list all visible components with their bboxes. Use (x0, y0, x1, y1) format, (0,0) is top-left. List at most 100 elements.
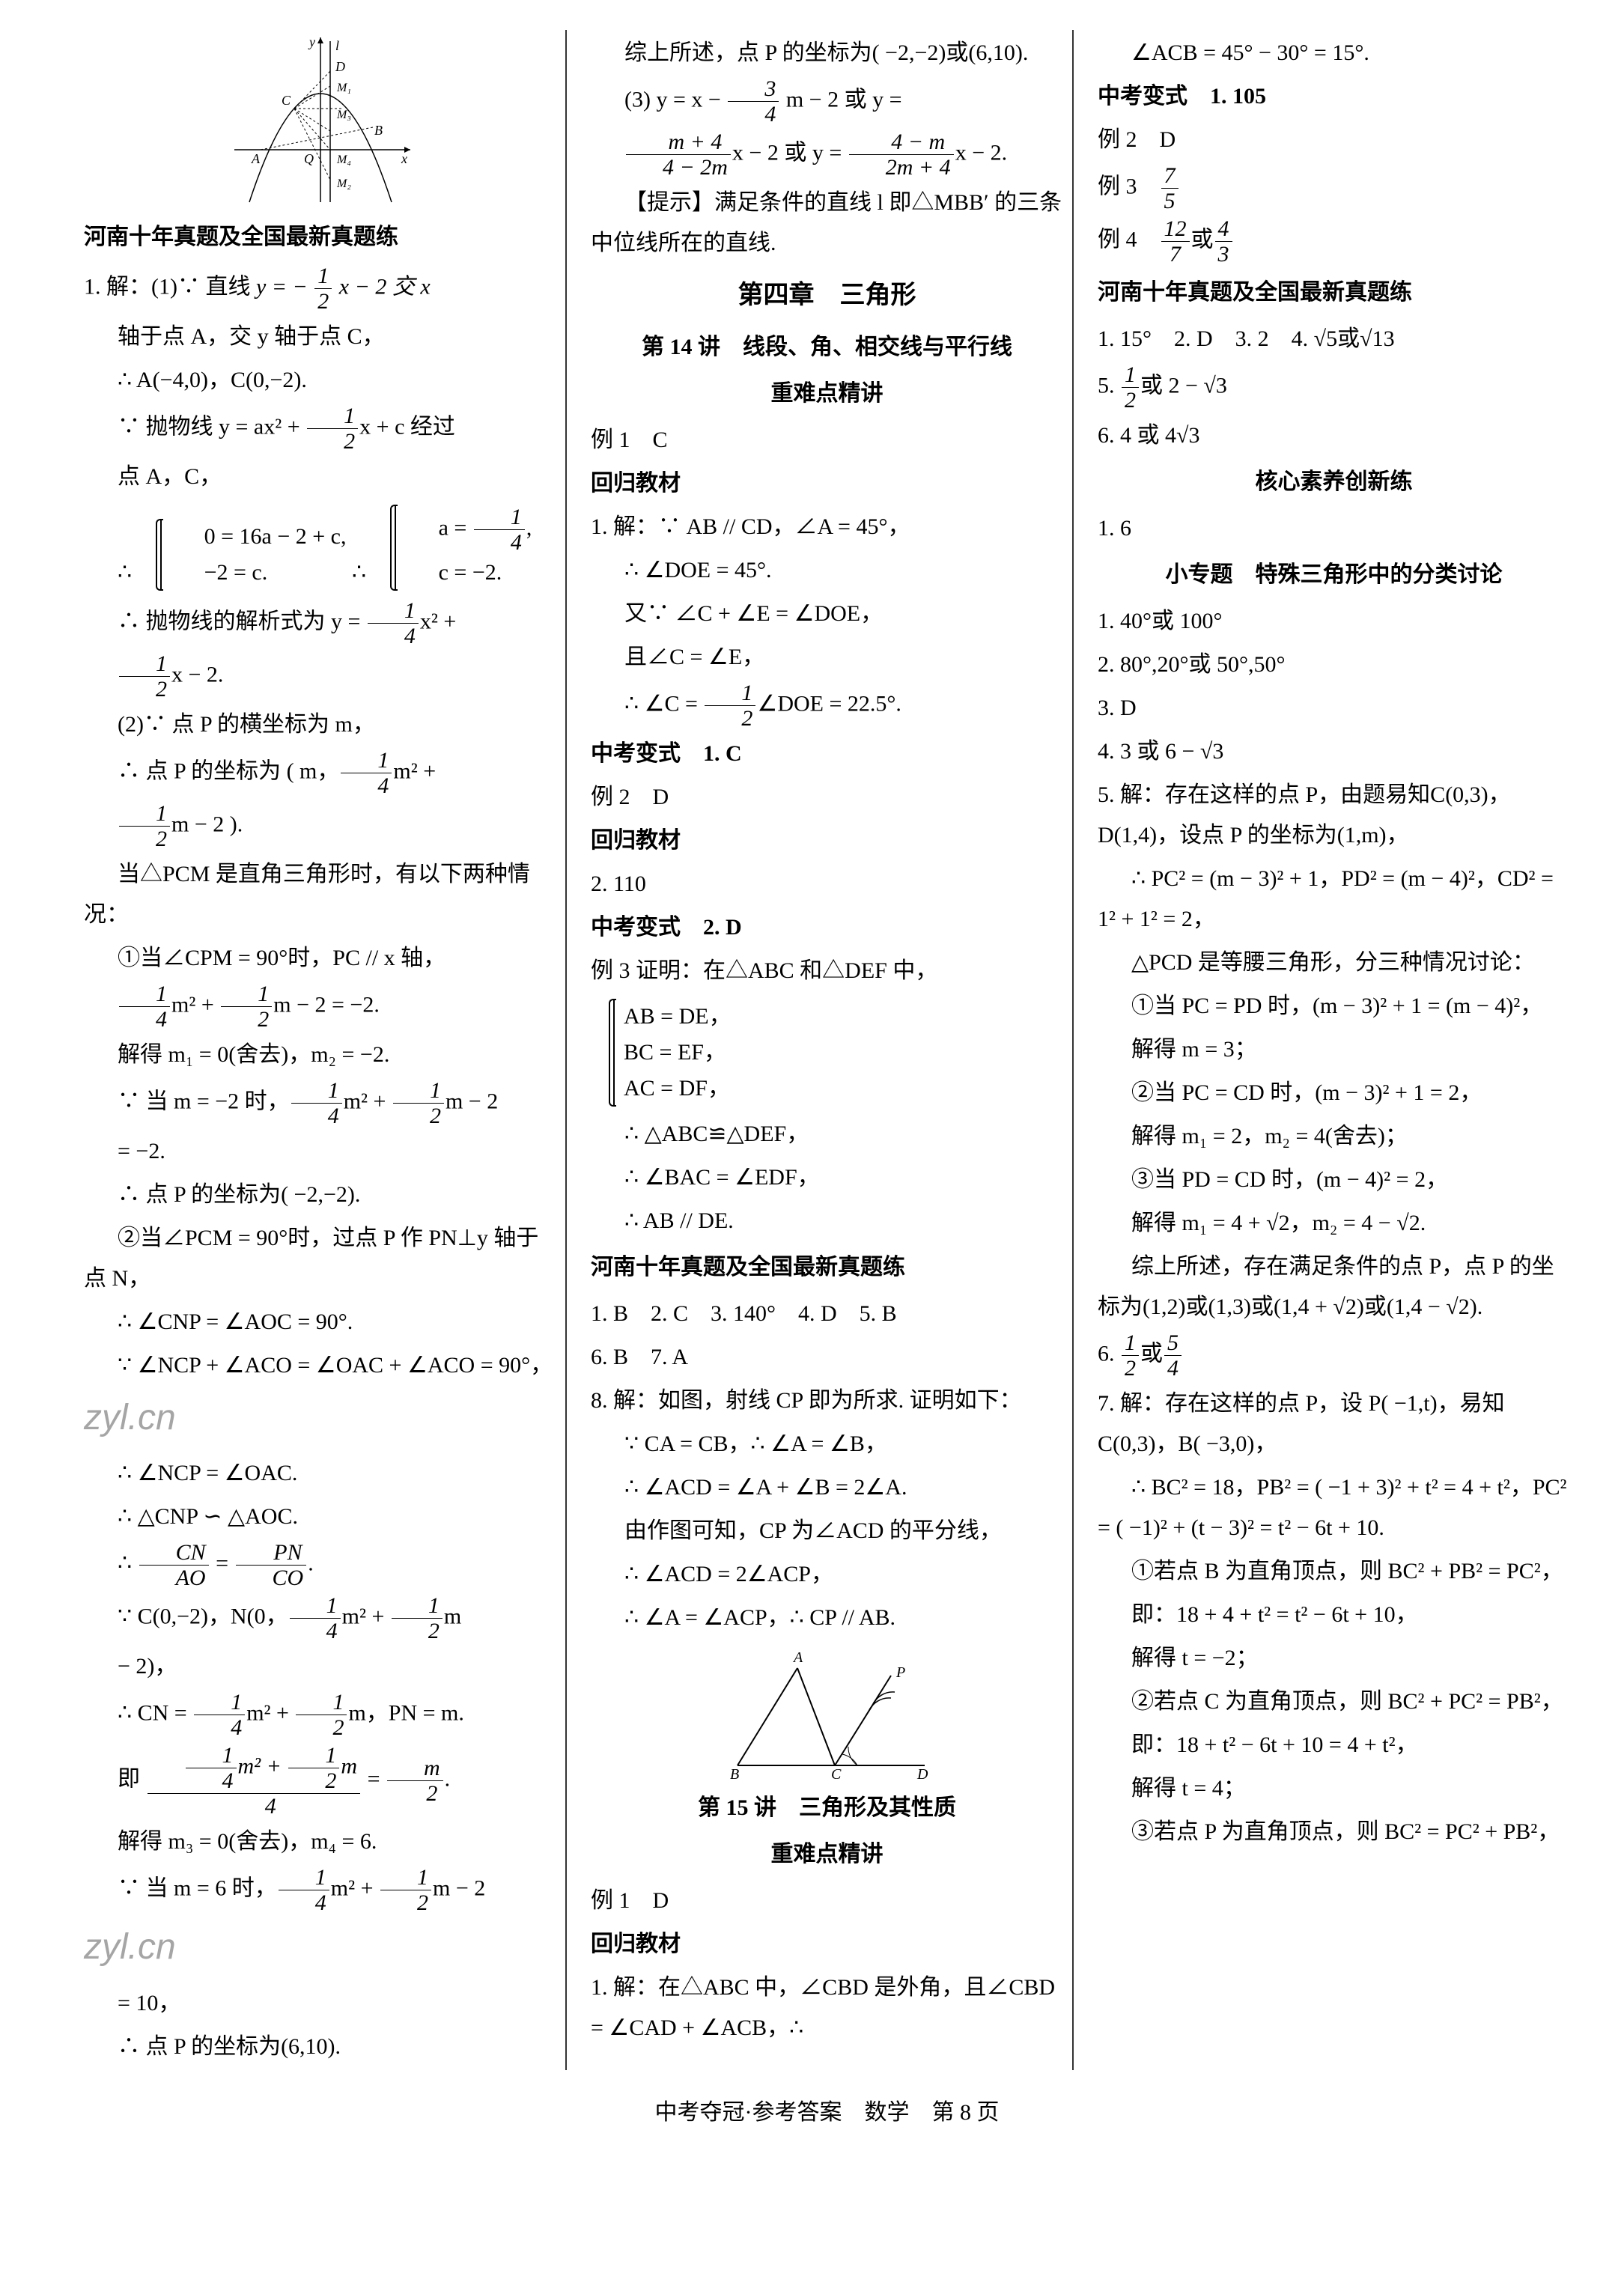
col1-title: 河南十年真题及全国最新真题练 (84, 217, 556, 258)
example-1: 例 1 C (591, 420, 1063, 460)
svg-text:B: B (730, 1766, 739, 1780)
text: m + 44 − 2mx − 2 或 y = 4 − m2m + 4x − 2. (591, 130, 1063, 180)
text: 2. 80°,20°或 50°,50° (1098, 645, 1570, 685)
text: 【提示】满足条件的直线 l 即△MBB′ 的三条中位线所在的直线. (591, 183, 1063, 264)
text: ∵ 当 m = −2 时，14m² + 12m − 2 (84, 1078, 556, 1128)
text: ∴ ∠ACD = ∠A + ∠B = 2∠A. (591, 1467, 1063, 1508)
section-14-title: 第 14 讲 线段、角、相交线与平行线 (591, 327, 1063, 368)
back-to-textbook: 回归教材 (591, 821, 1063, 861)
example-3: 例 3 75 (1098, 163, 1570, 213)
text: ∴ 点 P 的坐标为 ( m，14m² + (84, 748, 556, 798)
text: 1. 6 (1098, 508, 1570, 549)
svg-text:C: C (282, 93, 291, 108)
text: ∴ CNAO = PNCO. (84, 1540, 556, 1590)
text: ∴ AB // DE. (591, 1201, 1063, 1241)
svg-text:Q: Q (304, 151, 314, 166)
example-4: 例 4 127或43 (1098, 216, 1570, 267)
svg-text:A: A (251, 151, 261, 166)
text: 当△PCM 是直角三角形时，有以下两种情况： (84, 854, 556, 935)
svg-text:B: B (374, 123, 383, 138)
column-2: 综上所述，点 P 的坐标为( −2,−2)或(6,10). (3) y = x … (582, 30, 1074, 2070)
exam-variant: 中考变式 2. D (591, 907, 1063, 948)
special-topic-title: 小专题 特殊三角形中的分类讨论 (1098, 555, 1570, 595)
text: 解得 t = −2； (1098, 1638, 1570, 1679)
text: ∴ △ABC≌△DEF， (591, 1114, 1063, 1154)
text: 12x − 2. (84, 651, 556, 702)
text: 解得 t = 4； (1098, 1768, 1570, 1809)
watermark: zyl.cn (84, 1927, 176, 1967)
text: ∵ 抛物线 y = ax² + 12x + c 经过 (84, 404, 556, 454)
answer-row: 6. B 7. A (591, 1337, 1063, 1378)
text: ∴ ∠BAC = ∠EDF， (591, 1157, 1063, 1198)
text: ∴ ∠ACD = 2∠ACP， (591, 1554, 1063, 1595)
text: 12m − 2 ). (84, 801, 556, 851)
text: 综上所述，点 P 的坐标为( −2,−2)或(6,10). (591, 33, 1063, 73)
text: 14m² + 12m − 2 = −2. (84, 982, 556, 1032)
text: ∴ BC² = 18，PB² = ( −1 + 3)² + t² = 4 + t… (1098, 1467, 1570, 1548)
section-15-title: 第 15 讲 三角形及其性质 (591, 1788, 1063, 1828)
answer-row: 1. 15° 2. D 3. 2 4. √5或√13 (1098, 319, 1570, 359)
text: 5. 解：存在这样的点 P，由题易知C(0,3)，D(1,4)，设点 P 的坐标… (1098, 775, 1570, 856)
column-1: y l D C M₁ M₃ B A Q M₄ x M₂ 河南十年真题及全国最新真… (75, 30, 567, 2070)
text: 6. 12或54 (1098, 1330, 1570, 1381)
text: 又∵ ∠C + ∠E = ∠DOE， (591, 594, 1063, 634)
text: ∵ ∠NCP + ∠ACO = ∠OAC + ∠ACO = 90°，zyl.cn (84, 1345, 556, 1450)
text: 点 A，C， (84, 457, 556, 497)
text: 8. 解：如图，射线 CP 即为所求. 证明如下： (591, 1381, 1063, 1421)
text: 1. 解：在△ABC 中，∠CBD 是外角，且∠CBD = ∠CAD + ∠AC… (591, 1968, 1063, 2048)
back-to-textbook: 回归教材 (591, 463, 1063, 504)
exam-variant: 中考变式 1. C (591, 734, 1063, 774)
text: 解得 m₁ = 4 + √2，m₂ = 4 − √2. (1098, 1203, 1570, 1244)
text: ②若点 C 为直角顶点，则 BC² + PC² = PB²， (1098, 1682, 1570, 1722)
text: = 10， (84, 1983, 556, 2024)
svg-text:y: y (308, 34, 315, 49)
svg-text:M₁: M₁ (336, 82, 351, 94)
brace-system: AB = DE， BC = EF， AC = DF， (591, 994, 1063, 1111)
example-1: 例 1 D (591, 1881, 1063, 1921)
brace-system: ∴ 0 = 16a − 2 + c, −2 = c. ∴ a = 14, c =… (84, 500, 556, 595)
exam-variant: 中考变式 1. 105 (1098, 76, 1570, 117)
text: ∴ ∠DOE = 45°. (591, 550, 1063, 591)
text: 7. 解：存在这样的点 P，设 P( −1,t)，易知 C(0,3)，B( −3… (1098, 1384, 1570, 1464)
text: ∴ ∠C = 12∠DOE = 22.5°. (591, 681, 1063, 731)
svg-text:C: C (831, 1766, 842, 1780)
page-content: y l D C M₁ M₃ B A Q M₄ x M₂ 河南十年真题及全国最新真… (75, 30, 1579, 2070)
answer-row: 6. 4 或 4√3 (1098, 416, 1570, 456)
text: 即 14m² + 12m 4 = m2. (84, 1743, 556, 1819)
text: 解得 m₁ = 0(舍去)，m₂ = −2. (84, 1035, 556, 1075)
subhead: 重难点精讲 (591, 374, 1063, 414)
answer-row: 1. B 2. C 3. 140° 4. D 5. B (591, 1294, 1063, 1334)
svg-text:P: P (895, 1664, 905, 1681)
text: 解得 m₃ = 0(舍去)，m₄ = 6. (84, 1822, 556, 1862)
core-quality-title: 核心素养创新练 (1098, 462, 1570, 502)
text: 2. 110 (591, 864, 1063, 904)
text: ∴ 抛物线的解析式为 y = 14x² + (84, 598, 556, 648)
text: 即：18 + 4 + t² = t² − 6t + 10， (1098, 1595, 1570, 1635)
text: 1. 解：∵ AB // CD，∠A = 45°， (591, 507, 1063, 547)
text: (2)∵ 点 P 的横坐标为 m， (84, 705, 556, 745)
back-to-textbook: 回归教材 (591, 1924, 1063, 1965)
text: ∴ ∠A = ∠ACP，∴ CP // AB. (591, 1598, 1063, 1638)
svg-text:M₂: M₂ (336, 177, 351, 190)
text: ①当 PC = PD 时，(m − 3)² + 1 = (m − 4)²， (1098, 986, 1570, 1026)
text: ∴ A(−4,0)，C(0,−2). (84, 360, 556, 401)
column-3: ∠ACB = 45° − 30° = 15°. 中考变式 1. 105 例 2 … (1089, 30, 1579, 2070)
text: ①若点 B 为直角顶点，则 BC² + PB² = PC²， (1098, 1551, 1570, 1592)
watermark: zyl.cn (84, 1398, 176, 1437)
text: (3) y = x − 34 m − 2 或 y = (591, 76, 1063, 127)
svg-text:M₄: M₄ (336, 153, 351, 166)
text: − 2)， (84, 1646, 556, 1687)
text: △PCD 是等腰三角形，分三种情况讨论： (1098, 943, 1570, 983)
text: ∴ PC² = (m − 3)² + 1，PD² = (m − 4)²，CD² … (1098, 859, 1570, 940)
subhead: 重难点精讲 (591, 1834, 1063, 1875)
parabola-graph: y l D C M₁ M₃ B A Q M₄ x M₂ (223, 30, 418, 206)
text: 轴于点 A，交 y 轴于点 C， (84, 317, 556, 357)
text: 综上所述，存在满足条件的点 P，点 P 的坐标为(1,2)或(1,3)或(1,4… (1098, 1247, 1570, 1327)
triangle-diagram: A P B C D (723, 1646, 932, 1780)
text: ∵ 当 m = 6 时，14m² + 12m − 2 zyl.cn (84, 1865, 556, 1980)
svg-text:A: A (792, 1649, 803, 1666)
example-2: 例 2 D (591, 777, 1063, 818)
text: 1. 40°或 100° (1098, 601, 1570, 642)
text: 4. 3 或 6 − √3 (1098, 731, 1570, 772)
text: ∴ CN = 14m² + 12m，PN = m. (84, 1690, 556, 1740)
